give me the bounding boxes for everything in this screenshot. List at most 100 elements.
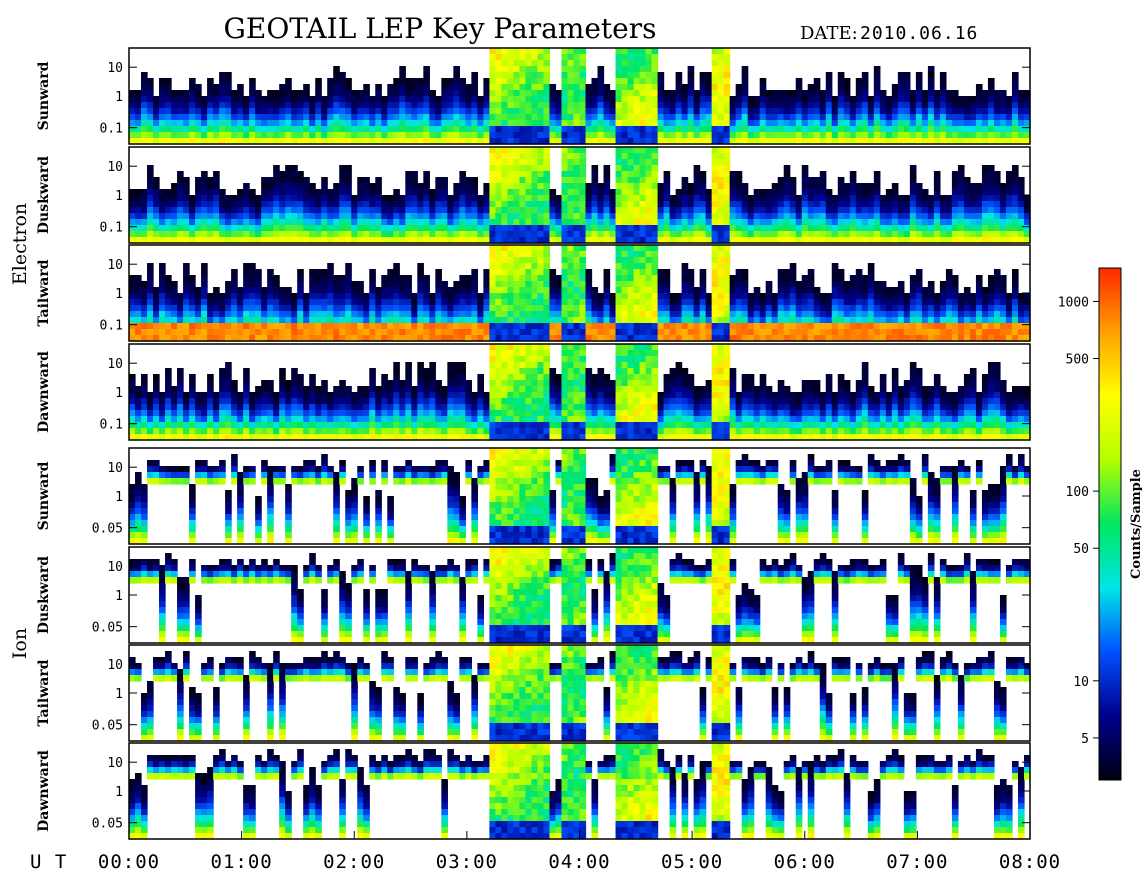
spectrogram-cell [345,305,352,312]
spectrogram-cell [297,108,304,115]
spectrogram-cell [513,102,521,109]
spectrogram-cell [885,120,893,127]
spectrogram-cell [657,225,665,232]
spectrogram-cell [627,323,635,330]
spectrogram-cell [663,269,671,276]
spectrogram-cell [153,189,160,196]
spectrogram-cell [789,96,797,103]
spectrogram-cell [537,96,545,103]
spectrogram-cell [819,219,827,226]
spectrogram-cell [993,287,1001,294]
spectrogram-cell [339,171,346,178]
spectrogram-cell [309,213,316,220]
spectrogram-cell [459,275,466,282]
spectrogram-cell [339,132,346,139]
spectrogram-cell [909,96,917,103]
spectrogram-cell [243,96,250,103]
spectrogram-cell [777,323,785,330]
spectrogram-cell [519,329,527,336]
spectrogram-cell [291,293,298,300]
spectrogram-cell [681,108,689,115]
spectrogram-cell [405,275,412,282]
spectrogram-cell [957,177,965,184]
spectrogram-cell [831,269,839,276]
spectrogram-cell [699,231,707,238]
spectrogram-cell [315,102,322,109]
spectrogram-cell [729,231,737,238]
spectrogram-cell [159,108,166,115]
spectrogram-cell [975,231,983,238]
spectrogram-cell [927,237,935,244]
spectrogram-cell [867,237,875,244]
spectrogram-cell [585,90,593,97]
spectrogram-cell [273,311,280,318]
spectrogram-cell [273,225,280,232]
spectrogram-cell [579,195,587,202]
spectrogram-cell [555,275,563,282]
spectrogram-cell [675,207,683,214]
spectrogram-cell [735,126,743,133]
spectrogram-cell [705,207,713,214]
spectrogram-cell [495,335,503,342]
spectrogram-cell [303,225,310,232]
spectrogram-cell [969,323,977,330]
spectrogram-cell [723,269,731,276]
spectrogram-cell [975,138,983,145]
spectrogram-cell [327,126,334,133]
spectrogram-cell [573,102,581,109]
spectrogram-cell [495,323,503,330]
spectrogram-cell [537,171,545,178]
spectrogram-cell [501,219,509,226]
spectrogram-cell [243,287,250,294]
spectrogram-cell [819,317,827,324]
spectrogram-cell [993,114,1001,121]
spectrogram-cell [951,138,959,145]
spectrogram-cell [291,183,298,190]
spectrogram-cell [867,231,875,238]
spectrogram-cell [309,120,316,127]
spectrogram-cell [309,138,316,145]
spectrogram-cell [399,96,406,103]
spectrogram-cell [393,317,400,324]
spectrogram-cell [495,195,503,202]
spectrogram-cell [885,114,893,121]
spectrogram-cell [963,299,971,306]
spectrogram-cell [315,132,322,139]
spectrogram-cell [357,195,364,202]
spectrogram-cell [849,189,857,196]
spectrogram-cell [519,237,527,244]
spectrogram-cell [237,335,244,342]
spectrogram-cell [465,275,472,282]
spectrogram-cell [609,237,617,244]
spectrogram-cell [825,132,833,139]
spectrogram-cell [675,335,683,342]
spectrogram-cell [957,219,965,226]
spectrogram-cell [555,132,563,139]
spectrogram-cell [825,219,833,226]
spectrogram-cell [249,102,256,109]
spectrogram-cell [291,108,298,115]
spectrogram-cell [657,311,665,318]
spectrogram-cell [957,102,965,109]
spectrogram-cell [777,207,785,214]
spectrogram-cell [249,263,256,270]
spectrogram-cell [393,78,400,85]
spectrogram-cell [675,96,683,103]
spectrogram-cell [435,237,442,244]
spectrogram-cell [369,329,376,336]
spectrogram-cell [621,84,629,91]
spectrogram-cell [711,153,719,160]
spectrogram-cell [657,293,665,300]
spectrogram-cell [1011,213,1019,220]
spectrogram-cell [957,195,965,202]
spectrogram-cell [495,317,503,324]
spectrogram-cell [375,287,382,294]
spectrogram-cell [507,195,515,202]
spectrogram-cell [483,84,490,91]
spectrogram-cell [333,183,340,190]
spectrogram-cell [579,189,587,196]
spectrogram-cell [525,84,533,91]
spectrogram-cell [909,114,917,121]
spectrogram-cell [507,287,515,294]
spectrogram-cell [615,237,623,244]
